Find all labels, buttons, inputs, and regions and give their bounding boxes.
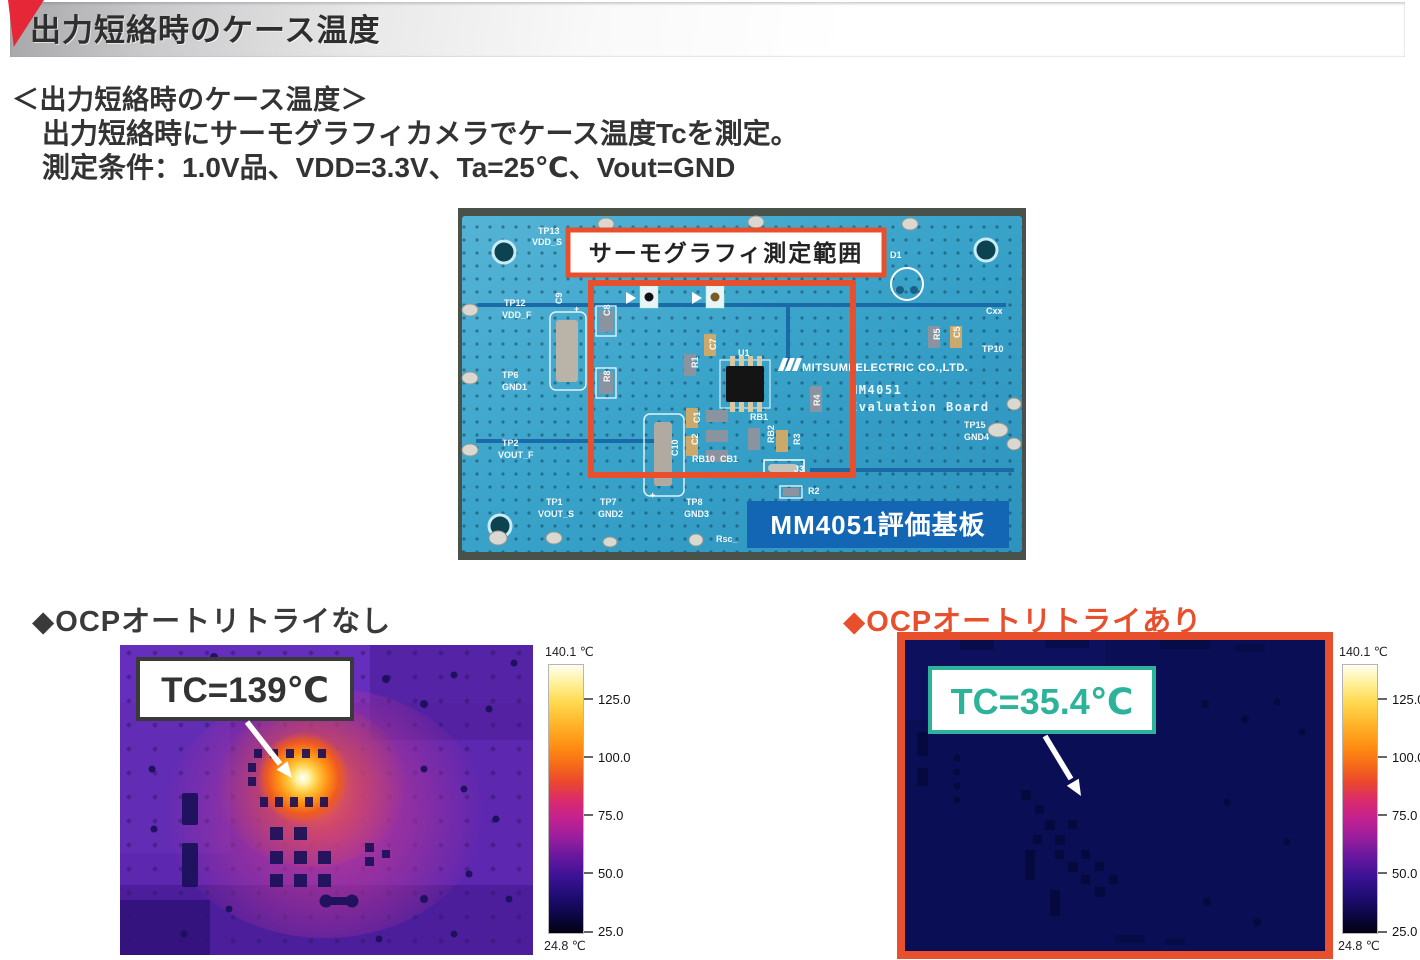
scale-min-label: 24.8 ℃ [1338, 939, 1380, 953]
intro-conditions: 測定条件：1.0V品、VDD=3.3V、Ta=25℃、Vout=GND [42, 152, 736, 183]
board-caption-box [747, 501, 1009, 548]
board-type-text: Evaluation Board [850, 400, 990, 414]
pcb-label-c5: C5 [952, 326, 962, 338]
pcb-label-rb10: RB10 [692, 454, 715, 464]
temperature-gradient-bar [1342, 664, 1378, 934]
measurement-label-text: サーモグラフィ測定範囲 [589, 240, 864, 266]
pcb-label-r2: R2 [808, 486, 820, 496]
pcb-label-tp6: TP6 [502, 370, 519, 380]
pcb-label-j3: J3 [794, 464, 804, 474]
brand-silkscreen: MITSUMI ELECTRIC CO.,LTD. MM4051 Evaluat… [778, 358, 990, 414]
pointer-arrow-left [244, 720, 283, 766]
pcb-label-rsc: Rsc_ [716, 534, 739, 544]
pcb-label-r8: R8 [602, 370, 612, 382]
pcb-label-c10: C10 [670, 439, 680, 456]
board-photo-svg: MITSUMI ELECTRIC CO.,LTD. MM4051 Evaluat… [458, 208, 1026, 560]
pcb-label-tp1: TP1 [546, 497, 563, 507]
pcb-label-tp13: TP13 [538, 226, 560, 236]
pcb-label-cb1: CB1 [720, 454, 738, 464]
thermal-cold-components [148, 653, 518, 943]
pcb-label-tp7: TP7 [600, 497, 617, 507]
tc-callout-right: TC=35.4℃ [928, 666, 1156, 796]
heading-ocp-retry-off: ◆OCPオートリトライなし [32, 606, 392, 638]
pcb-label-tp8: TP8 [686, 497, 703, 507]
pcb-label-gnd3: GND3 [684, 509, 709, 519]
scale-max-label: 140.1 ℃ [545, 645, 594, 659]
pcb-label-c2: C2 [690, 433, 700, 445]
scale-min-label: 24.8 ℃ [544, 939, 586, 953]
temperature-colorbar-left: 140.1 ℃ 125.0 100.0 75.0 50.0 25.0 24.8 ℃ [544, 645, 631, 953]
board-name-text: MM4051 [850, 383, 902, 397]
thermal-image-retry-off: TC=139℃ [120, 645, 533, 955]
pcb-label-r4: R4 [812, 394, 822, 406]
thermal-cold-marks [917, 640, 1306, 945]
measurement-label-box [565, 227, 887, 278]
pointer-arrow-right [1042, 734, 1074, 781]
thermal-left-svg: TC=139℃ [120, 645, 533, 955]
pcb-label-voutf: VOUT_F [498, 450, 534, 460]
pcb-label-d1: D1 [890, 250, 902, 260]
brand-text: MITSUMI ELECTRIC CO.,LTD. [802, 362, 968, 374]
thermal-right-svg: TC=35.4℃ [905, 640, 1325, 951]
pcb-label-r1: R1 [690, 356, 700, 368]
pcb-label-gnd1: GND1 [502, 382, 527, 392]
board-caption-text: MM4051評価基板 [770, 510, 985, 540]
thermal-hotspot [257, 732, 349, 824]
thermal-image-retry-on: TC=35.4℃ [897, 632, 1333, 959]
pcb-label-cxx: Cxx [986, 306, 1003, 316]
pcb-components [549, 267, 962, 499]
intro-subtitle: ＜出力短絡時のケース温度＞ [12, 85, 369, 115]
tc-value-left: TC=139℃ [161, 671, 329, 710]
ic-chip [726, 366, 764, 402]
pcb-label-rb2: RB2 [766, 425, 776, 443]
thermography-measurement-area-box [588, 280, 856, 478]
pcb-label-: + [574, 304, 579, 314]
pcb-label-r3: R3 [792, 433, 802, 445]
pcb-label-c8: C8 [602, 304, 612, 316]
pcb-label-rb1: RB1 [750, 412, 768, 422]
pcb-label-: + [650, 490, 655, 500]
header-bar [10, 2, 1405, 57]
pcb-label-tp15: TP15 [964, 420, 986, 430]
pcb-label-gnd2: GND2 [598, 509, 623, 519]
pcb-label-c7: C7 [708, 338, 718, 350]
pcb-label-u1: U1 [738, 348, 750, 358]
evaluation-board-photo: MITSUMI ELECTRIC CO.,LTD. MM4051 Evaluat… [458, 208, 1026, 560]
tc-callout-left: TC=139℃ [136, 657, 354, 778]
pcb-label-vddf: VDD_F [502, 310, 532, 320]
pcb-traces [476, 303, 1014, 472]
intro-description: 出力短絡時にサーモグラフィカメラでケース温度Tcを測定。 [42, 118, 799, 149]
page-title: 出力短絡時のケース温度 [30, 13, 381, 48]
solder-pads [461, 215, 1022, 548]
scale-max-label: 140.1 ℃ [1339, 645, 1388, 659]
pcb-label-r5: R5 [932, 328, 942, 340]
pcb-label-gnd4: GND4 [964, 432, 989, 442]
pcb-label-vouts: VOUT_S [538, 509, 574, 519]
pcb-label-tp10: TP10 [982, 344, 1004, 354]
tc-value-right: TC=35.4℃ [951, 681, 1134, 722]
pcb-label-c1: C1 [692, 411, 702, 423]
pcb-label-tp2: TP2 [502, 438, 519, 448]
temperature-gradient-bar [548, 664, 584, 934]
pcb-label-c9: C9 [554, 292, 564, 304]
pcb-label-vdds: VDD_S [532, 237, 562, 247]
pcb-label-tp12: TP12 [504, 298, 526, 308]
